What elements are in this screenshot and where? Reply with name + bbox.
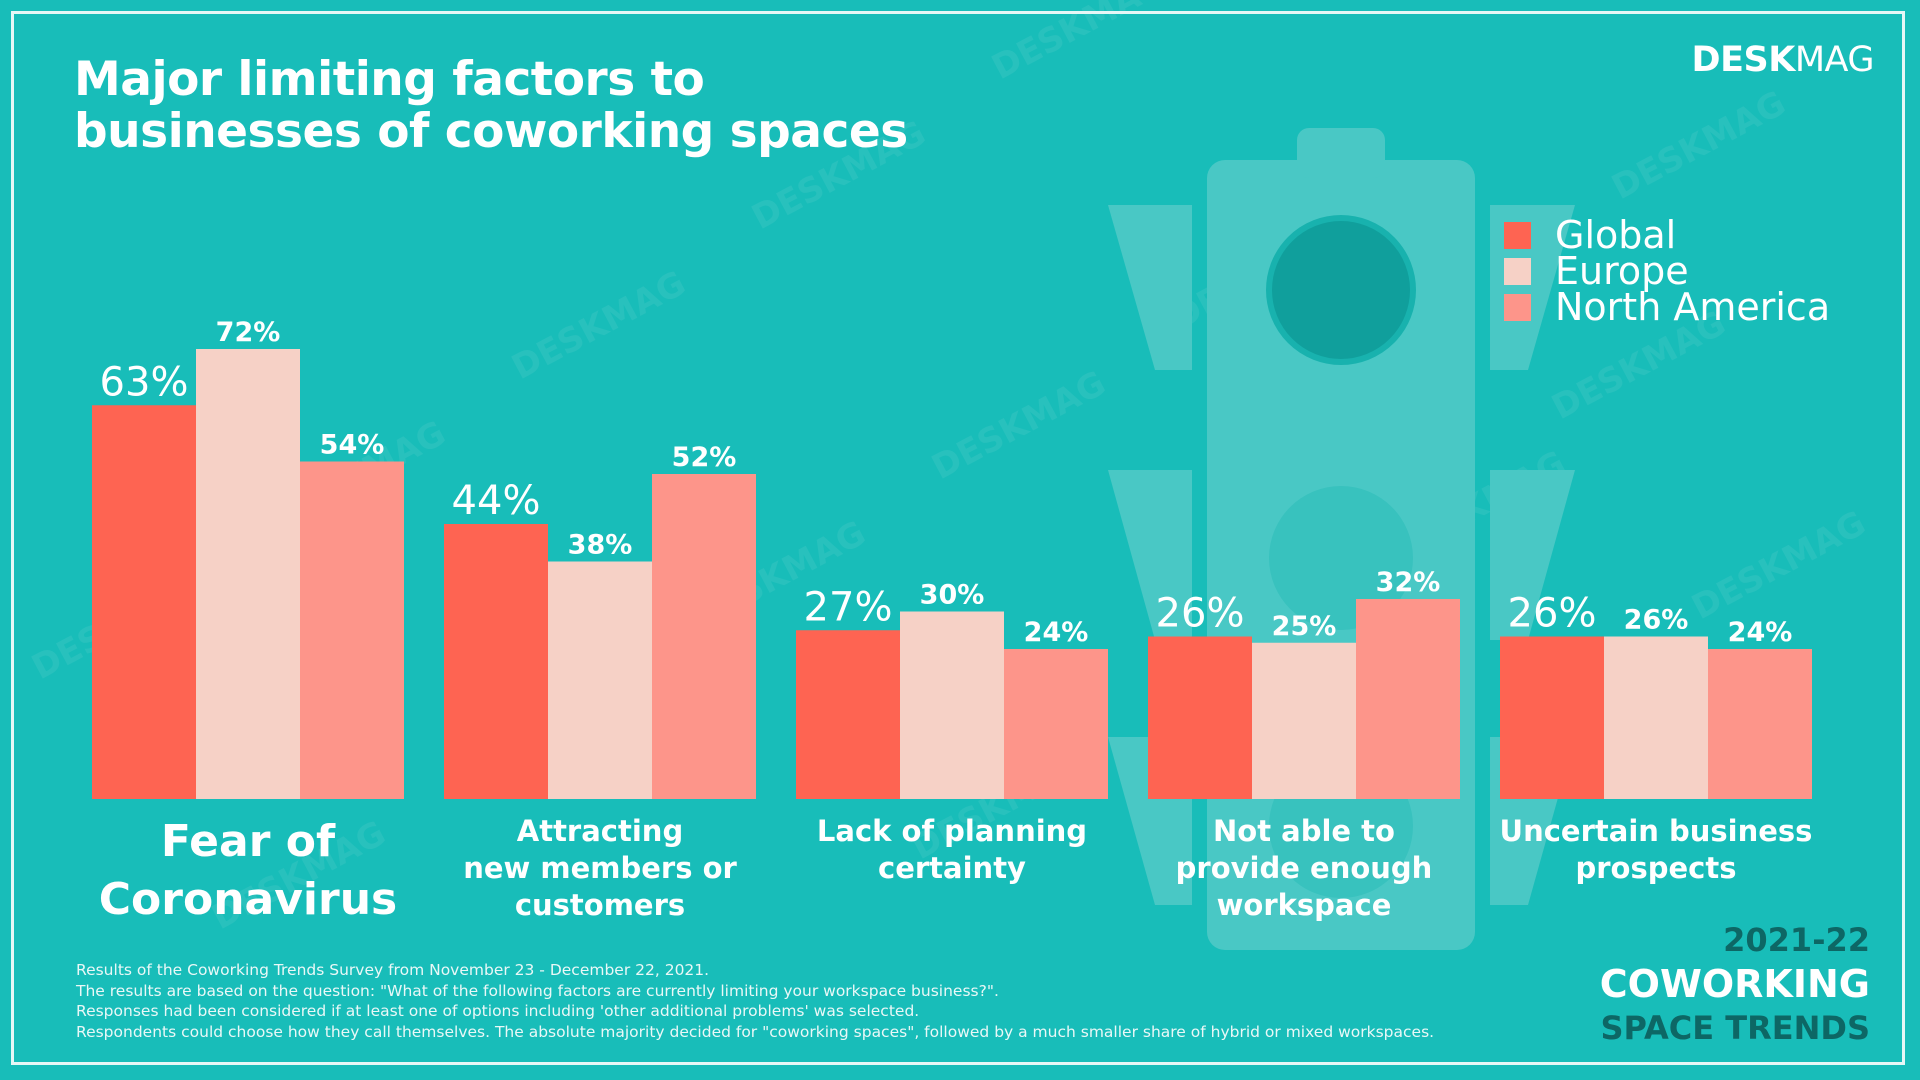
bar-europe [548, 561, 652, 799]
bar-global [1148, 636, 1252, 799]
footnote-line: Results of the Coworking Trends Survey f… [76, 961, 710, 979]
category-label: provide enough [1176, 851, 1433, 885]
value-label-global: 63% [100, 359, 189, 405]
category-label: new members or [463, 851, 737, 885]
value-label-europe: 30% [920, 580, 985, 611]
category-label: Fear of [161, 816, 336, 867]
footnote-line: Respondents could choose how they call t… [76, 1022, 1435, 1041]
chart-title-line-2: businesses of coworking spaces [74, 104, 908, 159]
value-label-europe: 25% [1272, 611, 1337, 642]
value-label-north-america: 24% [1024, 617, 1089, 648]
footnote-line: The results are based on the question: "… [76, 981, 999, 1000]
bar-north-america [1004, 649, 1108, 799]
legend-label-global: Global [1555, 213, 1677, 257]
bars-layer [92, 349, 1812, 799]
trends-space-trends: SPACE TRENDS [1600, 1009, 1870, 1047]
watermark-text: DESKMAG [985, 0, 1172, 88]
category-label: Coronavirus [99, 874, 397, 925]
legend-item-europe: Europe [1504, 249, 1830, 293]
value-label-global: 26% [1156, 591, 1245, 637]
value-labels-layer: 63% 72% 54% 44% 38% 52% 27% 30% 24% 26% 25% 32% 26% 2… [100, 317, 1793, 648]
legend-swatch-global [1504, 221, 1531, 249]
legend-item-global: Global [1504, 213, 1830, 257]
legend: Global Europe North America [1504, 213, 1831, 329]
bar-north-america [1356, 599, 1460, 799]
chart-title: Major limiting factors to businesses of … [74, 54, 908, 158]
survey-footnote: Results of the Coworking Trends Survey f… [76, 960, 1434, 1042]
category-label: customers [515, 888, 685, 922]
value-label-global: 27% [804, 584, 893, 630]
chart-title-line-1: Major limiting factors to [74, 52, 705, 107]
coworking-space-trends-badge: 2021-22 COWORKING SPACE TRENDS [1600, 918, 1870, 1050]
footnote-line: Responses had been considered if at leas… [76, 1002, 920, 1020]
category-label: workspace [1217, 888, 1392, 922]
bar-global [92, 405, 196, 799]
bar-europe [1252, 642, 1356, 799]
bar-global [1500, 636, 1604, 799]
value-label-north-america: 54% [320, 430, 385, 461]
bar-europe [196, 349, 300, 799]
bar-north-america [652, 474, 756, 799]
logo-bold-part: DESK [1691, 40, 1796, 80]
bar-europe [900, 611, 1004, 799]
legend-swatch-north-america [1504, 293, 1531, 321]
legend-label-europe: Europe [1555, 249, 1689, 293]
value-label-europe: 72% [216, 317, 281, 348]
category-label: Not able to [1213, 814, 1395, 848]
category-label: prospects [1576, 851, 1737, 885]
category-label: Attracting [517, 814, 683, 848]
value-label-north-america: 32% [1376, 567, 1441, 598]
trends-year: 2021-22 [1723, 921, 1870, 959]
value-label-global: 26% [1508, 591, 1597, 637]
watermark-text: DESKMAG [925, 363, 1112, 488]
watermark-text: DESKMAG [1685, 503, 1872, 628]
legend-swatch-europe [1504, 257, 1531, 285]
value-label-europe: 38% [568, 530, 633, 561]
category-label: Lack of planning [817, 814, 1087, 848]
bar-global [796, 630, 900, 799]
bar-north-america [300, 461, 404, 799]
category-label: certainty [878, 851, 1026, 885]
value-label-north-america: 24% [1728, 617, 1793, 648]
legend-item-north-america: North America [1504, 285, 1831, 329]
bar-europe [1604, 636, 1708, 799]
category-label: Uncertain business [1500, 814, 1813, 848]
logo-light-part: MAG [1794, 40, 1875, 80]
bar-north-america [1708, 649, 1812, 799]
watermark-text: DESKMAG [1605, 83, 1792, 208]
value-label-north-america: 52% [672, 442, 737, 473]
value-label-global: 44% [452, 478, 541, 524]
legend-label-north-america: North America [1555, 285, 1831, 329]
watermark-text: DESKMAG [505, 263, 692, 388]
trends-coworking: COWORKING [1599, 962, 1870, 1006]
bar-global [444, 524, 548, 799]
value-label-europe: 26% [1624, 605, 1689, 636]
deskmag-logo: DESKMAG [1691, 40, 1875, 80]
